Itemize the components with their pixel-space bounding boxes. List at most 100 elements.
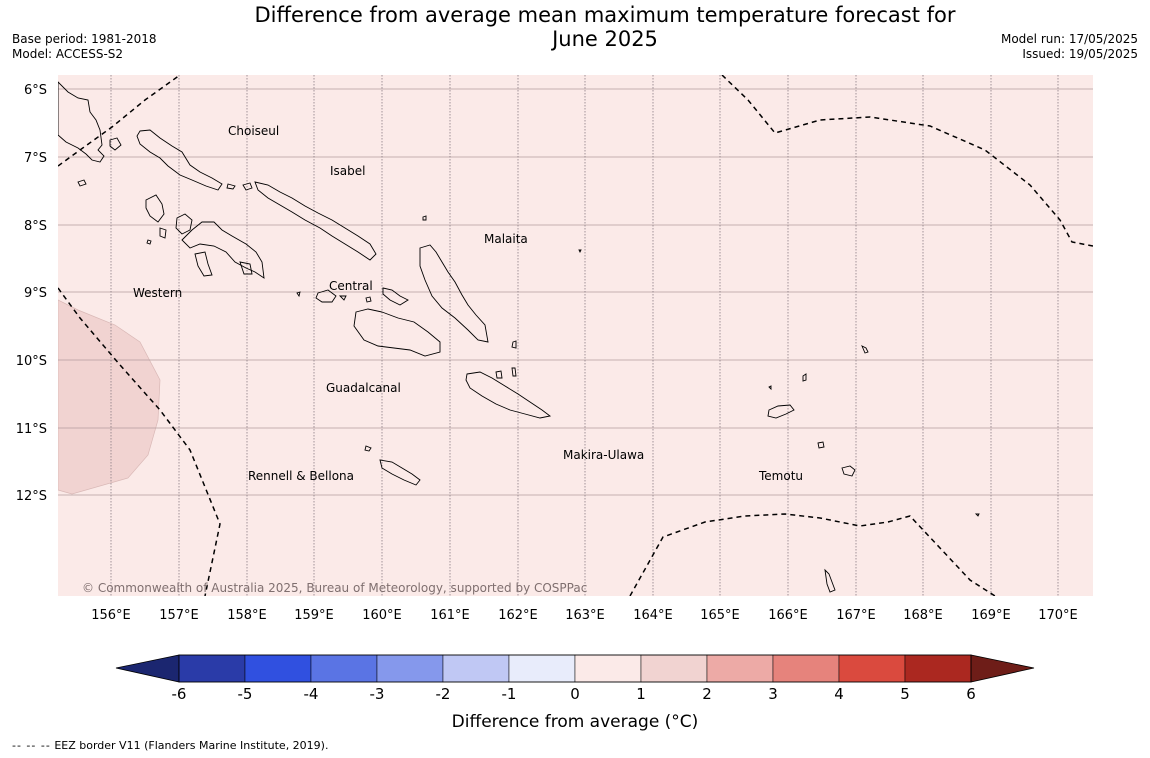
title-line-1: Difference from average mean maximum tem…	[254, 3, 956, 27]
colorbar-segment	[904, 654, 972, 683]
island-sikaiana	[578, 249, 582, 254]
region-label-western: Western	[133, 286, 182, 300]
island-vella-lavella	[145, 194, 165, 223]
island-choiseul	[136, 129, 223, 191]
lon-label: 165°E	[700, 608, 740, 623]
model-run-date: Model run: 17/05/2025	[1000, 32, 1138, 46]
island-ranongga	[159, 227, 167, 239]
region-label-temotu: Temotu	[758, 469, 803, 483]
colorbar-segment	[574, 654, 642, 683]
lon-label: 168°E	[903, 608, 943, 623]
lon-label: 158°E	[227, 608, 267, 623]
issued-date: Issued: 19/05/2025	[1022, 47, 1138, 61]
lat-label: 9°S	[24, 286, 47, 301]
island-small-west	[146, 239, 152, 245]
island-uki	[511, 367, 517, 377]
lon-label: 166°E	[768, 608, 808, 623]
lon-label: 169°E	[971, 608, 1011, 623]
lat-label: 8°S	[24, 219, 47, 234]
island-bellona	[364, 445, 372, 452]
colorbar-segment	[838, 654, 906, 683]
island-nggela	[315, 289, 337, 303]
island-fauro	[109, 137, 122, 151]
copyright-text: © Commonwealth of Australia 2025, Bureau…	[82, 581, 587, 595]
lon-label: 159°E	[294, 608, 334, 623]
island-malaita	[419, 244, 489, 343]
region-label-isabel: Isabel	[330, 164, 365, 178]
colorbar-frame	[178, 654, 972, 683]
colorbar-tick-label: 4	[834, 685, 844, 703]
island-shortland	[77, 179, 87, 187]
lon-label: 156°E	[91, 608, 131, 623]
colorbar-label: Difference from average (°C)	[452, 712, 699, 732]
anomaly-region-1-2	[58, 299, 161, 495]
colorbar-segment	[508, 654, 576, 683]
region-label-guadalcanal: Guadalcanal	[326, 381, 401, 395]
region-label-central: Central	[329, 279, 373, 293]
colorbar-tick-label: -4	[304, 685, 319, 703]
lon-label: 167°E	[836, 608, 876, 623]
title-line-2: June 2025	[552, 27, 658, 51]
island-guadalcanal	[353, 308, 441, 357]
island-kolombangara	[175, 213, 193, 235]
latitude-gridlines	[58, 88, 1093, 496]
island-makira	[465, 371, 552, 419]
colorbar-tick-label: -6	[172, 685, 187, 703]
colorbar-tick-label: -5	[238, 685, 253, 703]
island-ulawa	[511, 340, 517, 349]
base-period: Base period: 1981-2018	[12, 32, 157, 46]
lon-label: 164°E	[633, 608, 673, 623]
island-vanikoro	[841, 465, 856, 477]
region-label-malaita: Malaita	[484, 232, 528, 246]
colorbar-tick-label: 1	[636, 685, 646, 703]
lat-label: 6°S	[24, 83, 47, 98]
lon-label: 163°E	[565, 608, 605, 623]
colorbar-tick-label: 5	[900, 685, 910, 703]
island-duff	[802, 373, 807, 382]
lat-label: 12°S	[16, 489, 47, 504]
island-nggela-2	[338, 295, 347, 301]
colorbar-segment	[442, 654, 510, 683]
colorbar-segment	[640, 654, 708, 683]
eez-legend-text: EEZ border V11 (Flanders Marine Institut…	[54, 739, 329, 752]
colorbar-tick-label: -2	[436, 685, 451, 703]
colorbar: -6 -5 -4 -3 -2 -1 0 1 2 3 4 5 6 Difference from aver…	[115, 654, 1035, 732]
colorbar-segment	[706, 654, 774, 683]
lat-label: 11°S	[16, 422, 47, 437]
colorbar-segment	[244, 654, 312, 683]
run-info: Model run: 17/05/2025 Issued: 19/05/2025	[1001, 32, 1138, 62]
lon-label: 170°E	[1038, 608, 1078, 623]
colorbar-tick-label: -3	[370, 685, 385, 703]
model-name: Model: ACCESS-S2	[12, 47, 124, 61]
map-background	[58, 75, 1093, 596]
colorbar-tick-label: 6	[966, 685, 976, 703]
region-label-choiseul: Choiseul	[228, 124, 279, 138]
island-choiseul-tip	[226, 183, 236, 190]
island-isabel-west	[242, 182, 253, 191]
footer-note: -- -- -- EEZ border V11 (Flanders Marine…	[12, 739, 328, 752]
region-label-rennell: Rennell & Bellona	[248, 469, 354, 483]
island-bougainville	[58, 81, 105, 163]
colorbar-under-triangle	[115, 654, 180, 683]
island-nendo	[767, 404, 795, 419]
colorbar-over-triangle	[970, 654, 1035, 683]
colorbar-tick-label: 3	[768, 685, 778, 703]
island-central-east	[382, 287, 409, 306]
region-label-makira: Makira-Ulawa	[563, 448, 644, 462]
colorbar-tick-label: -1	[502, 685, 517, 703]
island-anuta	[824, 568, 836, 593]
lat-label: 10°S	[16, 354, 47, 369]
eez-legend-dashes: -- -- --	[12, 739, 51, 752]
lat-label: 7°S	[24, 151, 47, 166]
colorbar-segment	[178, 654, 246, 683]
colorbar-segment	[376, 654, 444, 683]
island-reef-islands	[861, 345, 869, 354]
island-gatokae	[239, 261, 253, 275]
colorbar-segment	[772, 654, 840, 683]
island-new-georgia	[181, 221, 265, 279]
island-rennell	[379, 459, 421, 486]
island-santa-ana	[495, 370, 503, 379]
eez-borders	[58, 75, 1093, 596]
island-rendova	[194, 251, 213, 277]
